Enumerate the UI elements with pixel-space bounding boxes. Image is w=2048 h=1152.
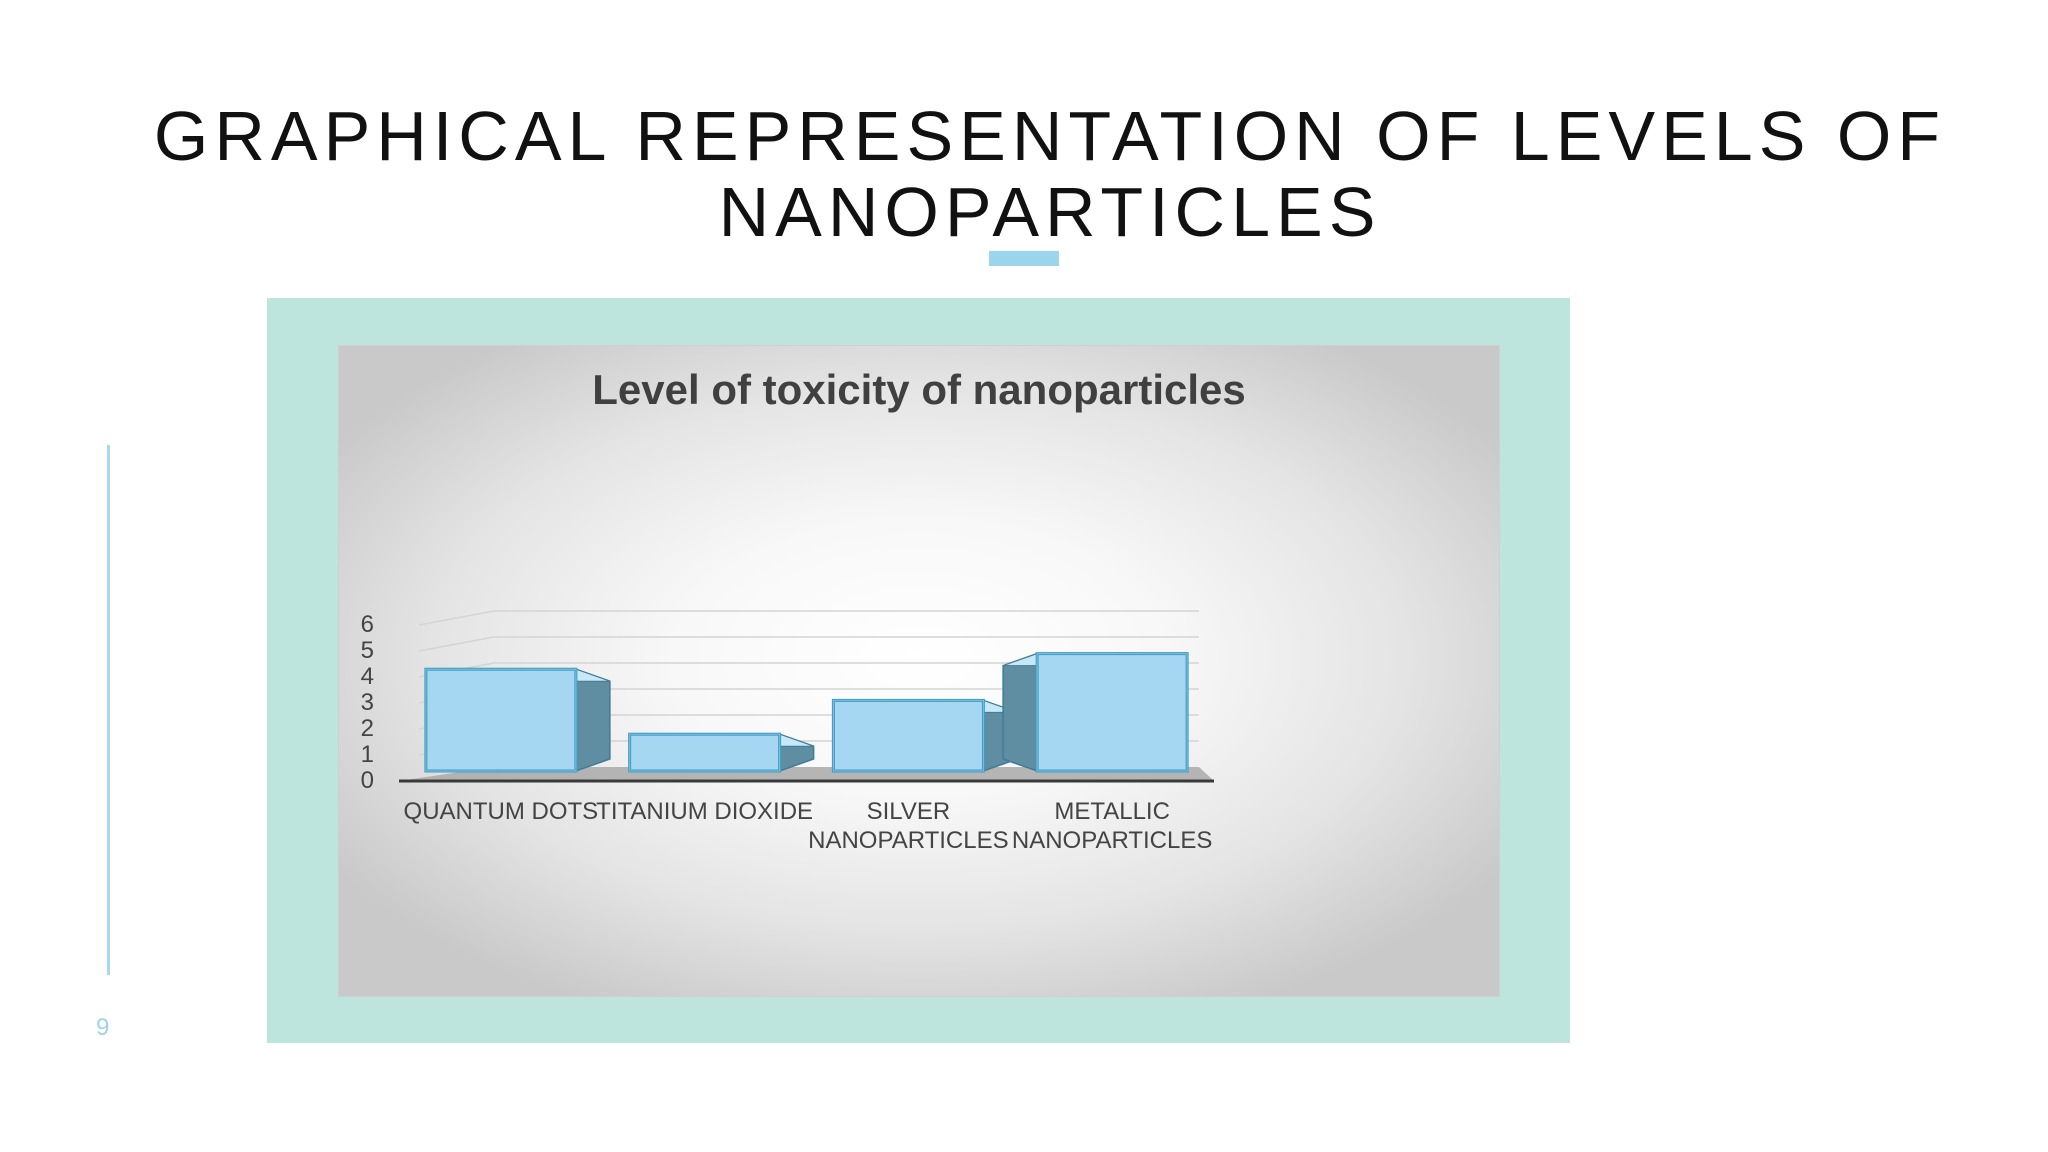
x-category-label: SILVER	[867, 798, 951, 825]
x-category-label: QUANTUM DOTS	[404, 798, 599, 825]
bar-side-face	[575, 668, 611, 773]
bar-highlight	[1036, 653, 1188, 772]
bar-front-face	[424, 667, 578, 773]
x-category-label: TITANIUM DIOXIDE	[596, 798, 813, 825]
bar-highlight	[425, 668, 577, 772]
title-accent-bar	[989, 251, 1059, 266]
y-tick-label: 4	[361, 663, 374, 690]
bar-1	[628, 732, 815, 773]
y-tick-label: 0	[361, 767, 374, 794]
gridline-6-side	[418, 610, 495, 626]
y-tick-label: 1	[361, 741, 374, 768]
bar-front-face	[628, 732, 782, 773]
bar-front-face	[831, 698, 985, 773]
bar-0	[424, 667, 611, 773]
x-category-label: METALLIC	[1054, 798, 1170, 825]
bar-2	[831, 698, 1019, 773]
toxicity-bar-chart: Level of toxicity of nanoparticles 01234…	[361, 366, 1246, 854]
y-tick-label: 2	[361, 715, 374, 742]
bar-side-face	[1002, 652, 1038, 773]
bar-3	[1002, 652, 1189, 773]
y-tick-label: 6	[361, 611, 374, 638]
page-number: 9	[96, 1014, 110, 1041]
x-category-label: NANOPARTICLES	[1012, 827, 1213, 854]
y-tick-label: 5	[361, 637, 374, 664]
y-tick-label: 3	[361, 689, 374, 716]
bars	[424, 652, 1189, 773]
bar-front-face	[1035, 652, 1189, 773]
chart-title: Level of toxicity of nanoparticles	[592, 366, 1245, 413]
gridline-5-side	[418, 636, 495, 652]
bar-highlight	[629, 733, 781, 772]
x-category-label: NANOPARTICLES	[808, 827, 1009, 854]
chart-floor-plane	[399, 767, 1214, 781]
side-divider-line	[107, 445, 110, 975]
bar-highlight	[832, 699, 984, 772]
chart-floor	[399, 767, 1214, 781]
slide-title: GRAPHICAL REPRESENTATION OF LEVELS OF NA…	[153, 97, 1947, 251]
